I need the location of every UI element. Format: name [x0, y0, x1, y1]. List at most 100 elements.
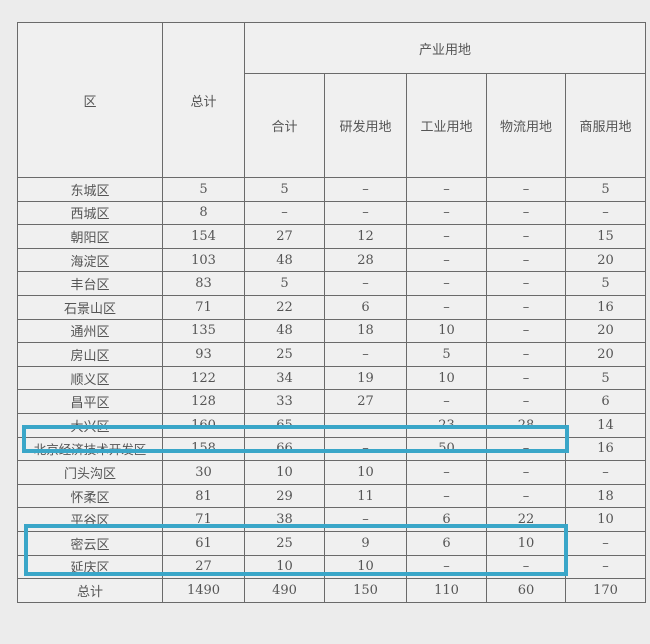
cell-logistics-land: 60	[486, 578, 566, 603]
cell-commercial-land: 5	[565, 177, 646, 202]
header-logistics-land: 物流用地	[486, 73, 566, 178]
table-row: 房山区 93 25–5–20	[17, 342, 646, 367]
cell-subtotal: 29	[244, 483, 325, 509]
cell-commercial-land: 16	[565, 294, 646, 320]
cell-subtotal: 5	[244, 177, 325, 202]
cell-rd-land: 6	[324, 294, 407, 320]
cell-logistics-land: –	[486, 318, 566, 344]
cell-commercial-land: 10	[565, 507, 646, 532]
highlight-box-pinggu-miyun	[24, 524, 568, 576]
cell-subtotal: 5	[244, 271, 325, 296]
cell-industrial-land: 10	[406, 365, 487, 391]
cell-total: 81	[162, 483, 245, 509]
cell-subtotal: 33	[244, 389, 325, 414]
cell-logistics-land: –	[486, 224, 566, 249]
cell-rd-land: 12	[324, 224, 407, 249]
cell-district: 东城区	[17, 177, 163, 202]
table-row: 门头沟区 30 10 10– – –	[17, 460, 646, 485]
cell-total: 103	[162, 247, 245, 273]
table-row: 石景山区 71 22 6– –16	[17, 294, 646, 320]
cell-district: 通州区	[17, 318, 163, 344]
cell-district: 房山区	[17, 342, 163, 367]
cell-industrial-land: –	[406, 294, 487, 320]
cell-total: 1490	[162, 578, 245, 603]
table-row: 北京经济技术开发区 158 66–50–16	[17, 436, 646, 462]
cell-total: 154	[162, 224, 245, 249]
cell-rd-land: 19	[324, 365, 407, 391]
cell-logistics-land: –	[486, 389, 566, 414]
cell-district: 门头沟区	[17, 460, 163, 485]
cell-district: 顺义区	[17, 365, 163, 391]
cell-total: 128	[162, 389, 245, 414]
cell-subtotal: 34	[244, 365, 325, 391]
cell-subtotal: 66	[244, 436, 325, 462]
cell-rd-land: 11	[324, 483, 407, 509]
cell-subtotal: 27	[244, 224, 325, 249]
table-row: 朝阳区 154 27 12– –15	[17, 224, 646, 249]
header-industrial-land: 工业用地	[406, 73, 487, 178]
cell-rd-land: 28	[324, 247, 407, 273]
table-row: 丰台区 83 5– – –5	[17, 271, 646, 296]
table-row: 通州区 135 48 18 10–20	[17, 318, 646, 344]
cell-total: 5	[162, 177, 245, 202]
cell-industrial-land: 5	[406, 342, 487, 367]
cell-industrial-land: 6	[406, 530, 487, 556]
table-row: 总计 1490 490 150 110 60 170	[17, 578, 646, 603]
cell-total: 8	[162, 200, 245, 226]
cell-subtotal: 25	[244, 530, 325, 556]
cell-commercial-land: 5	[565, 271, 646, 296]
cell-rd-land: 18	[324, 318, 407, 344]
cell-industrial-land: –	[406, 177, 487, 202]
cell-subtotal: 10	[244, 460, 325, 485]
land-supply-table: 区 总计 产业用地 合计 研发用地 工业用地 物流用地 商服用地 东城区 5 5– –…	[17, 22, 646, 603]
cell-total: 83	[162, 271, 245, 296]
cell-district: 昌平区	[17, 389, 163, 414]
cell-industrial-land: –	[406, 200, 487, 226]
cell-subtotal: 22	[244, 294, 325, 320]
header-industrial-group: 产业用地	[244, 22, 646, 74]
cell-logistics-land: –	[486, 271, 566, 296]
cell-district: 总计	[17, 578, 163, 603]
cell-industrial-land: –	[406, 389, 487, 414]
header-subtotal: 合计	[244, 73, 325, 178]
cell-logistics-land: –	[486, 177, 566, 202]
cell-commercial-land: –	[565, 530, 646, 556]
cell-rd-land: –	[324, 177, 407, 202]
cell-subtotal: 490	[244, 578, 325, 603]
cell-district: 朝阳区	[17, 224, 163, 249]
cell-logistics-land: –	[486, 200, 566, 226]
cell-logistics-land: –	[486, 460, 566, 485]
cell-district: 西城区	[17, 200, 163, 226]
cell-industrial-land: –	[406, 483, 487, 509]
header-rd-land: 研发用地	[324, 73, 407, 178]
cell-total: 122	[162, 365, 245, 391]
cell-district: 丰台区	[17, 271, 163, 296]
cell-industrial-land: –	[406, 247, 487, 273]
cell-logistics-land: –	[486, 247, 566, 273]
cell-commercial-land: 14	[565, 412, 646, 438]
cell-logistics-land: –	[486, 294, 566, 320]
cell-logistics-land: –	[486, 365, 566, 391]
cell-commercial-land: 20	[565, 247, 646, 273]
table-row: 昌平区 128 33 27– –6	[17, 389, 646, 414]
cell-total: 71	[162, 294, 245, 320]
cell-district: 怀柔区	[17, 483, 163, 509]
table-row: 怀柔区 81 29 11– –18	[17, 483, 646, 509]
cell-subtotal: 25	[244, 342, 325, 367]
header-commercial-land: 商服用地	[565, 73, 646, 178]
cell-district: 石景山区	[17, 294, 163, 320]
highlight-box-daxing	[22, 425, 569, 453]
cell-commercial-land: 6	[565, 389, 646, 414]
header-total: 总计	[162, 22, 245, 178]
cell-commercial-land: 5	[565, 365, 646, 391]
cell-commercial-land: 20	[565, 318, 646, 344]
cell-total: 93	[162, 342, 245, 367]
cell-total: 30	[162, 460, 245, 485]
cell-logistics-land: –	[486, 342, 566, 367]
cell-rd-land: –	[324, 200, 407, 226]
header-district: 区	[17, 22, 163, 178]
cell-rd-land: –	[324, 342, 407, 367]
cell-rd-land: 10	[324, 460, 407, 485]
cell-total: 135	[162, 318, 245, 344]
table-body: 东城区 5 5– – –5 西城区 8– – – – – 朝阳区 154 27 12– –15 海淀区 103 48…	[17, 177, 646, 603]
